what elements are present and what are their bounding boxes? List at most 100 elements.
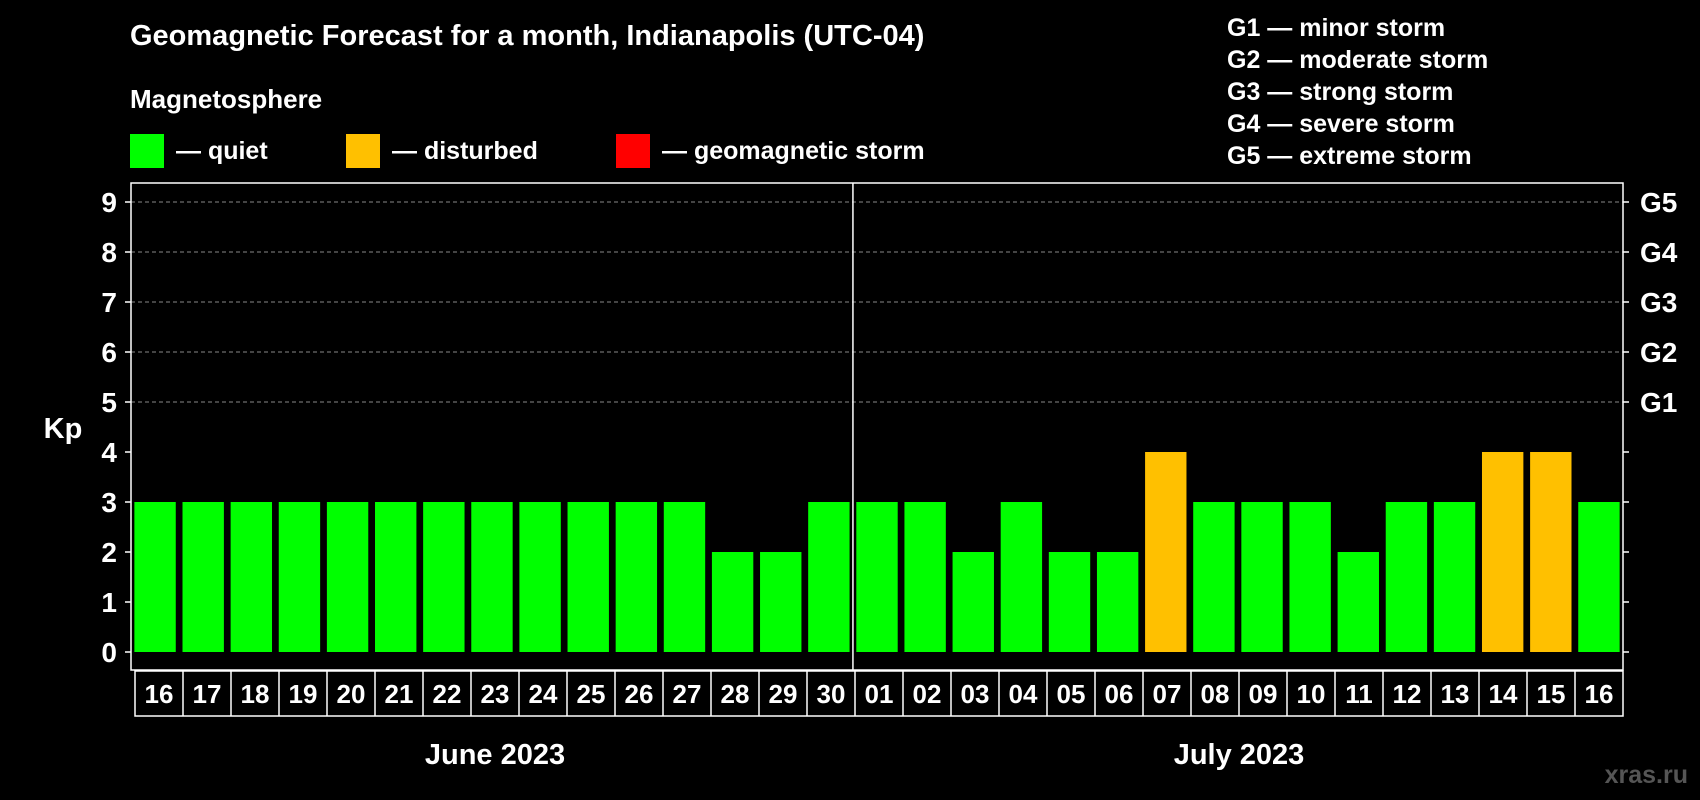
storm-scale-g3: G3 — strong storm xyxy=(1227,78,1454,106)
x-tick-label: 22 xyxy=(433,679,462,709)
bar xyxy=(1145,452,1187,652)
y-tick-label: 1 xyxy=(101,587,117,618)
x-tick-label: 27 xyxy=(673,679,702,709)
x-tick-label: 01 xyxy=(865,679,894,709)
y-tick-label: 8 xyxy=(101,237,117,268)
x-tick-label: 14 xyxy=(1489,679,1518,709)
watermark: xras.ru xyxy=(1604,761,1688,789)
month-label: June 2023 xyxy=(425,739,565,771)
bar xyxy=(904,502,946,652)
bar xyxy=(134,502,176,652)
g-scale-label: G5 xyxy=(1640,187,1677,218)
bar xyxy=(519,502,561,652)
x-tick-label: 16 xyxy=(145,679,174,709)
x-tick-label: 04 xyxy=(1009,679,1038,709)
legend-label-quiet: — quiet xyxy=(176,136,268,165)
plot-frame xyxy=(130,182,1624,671)
x-tick-label: 21 xyxy=(385,679,414,709)
legend-swatch-quiet xyxy=(130,134,164,168)
y-tick-label: 2 xyxy=(101,537,117,568)
bar xyxy=(230,502,273,652)
x-tick-label: 24 xyxy=(529,679,558,709)
date-axis-box xyxy=(134,670,1624,717)
bar xyxy=(663,502,706,652)
bar xyxy=(1096,552,1139,652)
y-tick-label: 7 xyxy=(101,287,117,318)
month-label: July 2023 xyxy=(1174,739,1305,771)
bar xyxy=(1337,552,1379,652)
y-tick-label: 5 xyxy=(101,387,117,418)
legend-label-disturbed: — disturbed xyxy=(392,136,538,165)
chart-title: Geomagnetic Forecast for a month, Indian… xyxy=(130,20,925,52)
bar xyxy=(375,502,417,652)
g-scale-label: G3 xyxy=(1640,287,1677,318)
bar xyxy=(1289,502,1331,652)
g-scale-label: G2 xyxy=(1640,337,1677,368)
bar xyxy=(1193,502,1235,652)
x-tick-label: 06 xyxy=(1105,679,1134,709)
bar xyxy=(952,552,994,652)
y-tick-label: 4 xyxy=(101,437,117,468)
bar xyxy=(182,502,224,652)
g-scale-label: G4 xyxy=(1640,237,1678,268)
x-tick-label: 29 xyxy=(769,679,798,709)
legend-swatch-storm xyxy=(616,134,650,168)
x-tick-label: 28 xyxy=(721,679,750,709)
x-tick-label: 12 xyxy=(1393,679,1422,709)
x-tick-label: 17 xyxy=(193,679,222,709)
x-tick-label: 16 xyxy=(1585,679,1614,709)
y-tick-label: 9 xyxy=(101,187,117,218)
legend-subtitle: Magnetosphere xyxy=(130,84,323,114)
x-tick-label: 23 xyxy=(481,679,510,709)
bar xyxy=(808,502,850,652)
bar xyxy=(423,502,465,652)
storm-scale-g5: G5 — extreme storm xyxy=(1227,142,1472,170)
x-tick-label: 10 xyxy=(1297,679,1326,709)
y-tick-label: 6 xyxy=(101,337,117,368)
x-tick-label: 18 xyxy=(241,679,270,709)
x-tick-label: 25 xyxy=(577,679,606,709)
x-tick-label: 30 xyxy=(817,679,846,709)
storm-scale-g2: G2 — moderate storm xyxy=(1227,46,1489,74)
bar xyxy=(711,552,754,652)
bar xyxy=(1578,502,1620,652)
bar xyxy=(278,502,321,652)
x-tick-label: 07 xyxy=(1153,679,1182,709)
y-tick-label: 3 xyxy=(101,487,117,518)
legend-label-storm: — geomagnetic storm xyxy=(662,136,925,165)
x-tick-label: 19 xyxy=(289,679,318,709)
bar xyxy=(1048,552,1091,652)
x-tick-label: 11 xyxy=(1345,679,1373,709)
bar xyxy=(471,502,513,652)
bar xyxy=(856,502,898,652)
y-axis-label: Kp xyxy=(44,413,83,445)
x-tick-label: 26 xyxy=(625,679,654,709)
bar xyxy=(326,502,369,652)
g-scale-label: G1 xyxy=(1640,387,1677,418)
storm-scale-legend: G1 — minor storm G2 — moderate storm G3 … xyxy=(1227,12,1488,172)
bar xyxy=(1481,452,1524,652)
y-tick-label: 0 xyxy=(101,637,117,668)
legend-swatch-disturbed xyxy=(346,134,380,168)
x-tick-label: 08 xyxy=(1201,679,1230,709)
bar xyxy=(1241,502,1283,652)
legend-disturbed: — disturbed xyxy=(346,134,538,168)
legend-storm: — geomagnetic storm xyxy=(616,134,925,168)
x-tick-label: 09 xyxy=(1249,679,1278,709)
x-tick-label: 13 xyxy=(1441,679,1470,709)
x-tick-label: 15 xyxy=(1537,679,1566,709)
storm-scale-g1: G1 — minor storm xyxy=(1227,14,1446,42)
x-tick-label: 03 xyxy=(961,679,990,709)
x-tick-label: 20 xyxy=(337,679,366,709)
bar xyxy=(1433,502,1476,652)
bar xyxy=(1530,452,1572,652)
bar xyxy=(760,552,802,652)
x-tick-label: 05 xyxy=(1057,679,1086,709)
bar xyxy=(1385,502,1428,652)
bar xyxy=(1000,502,1043,652)
storm-scale-g4: G4 — severe storm xyxy=(1227,110,1455,138)
x-tick-label: 02 xyxy=(913,679,942,709)
bar xyxy=(615,502,658,652)
legend-quiet: — quiet xyxy=(130,134,268,168)
